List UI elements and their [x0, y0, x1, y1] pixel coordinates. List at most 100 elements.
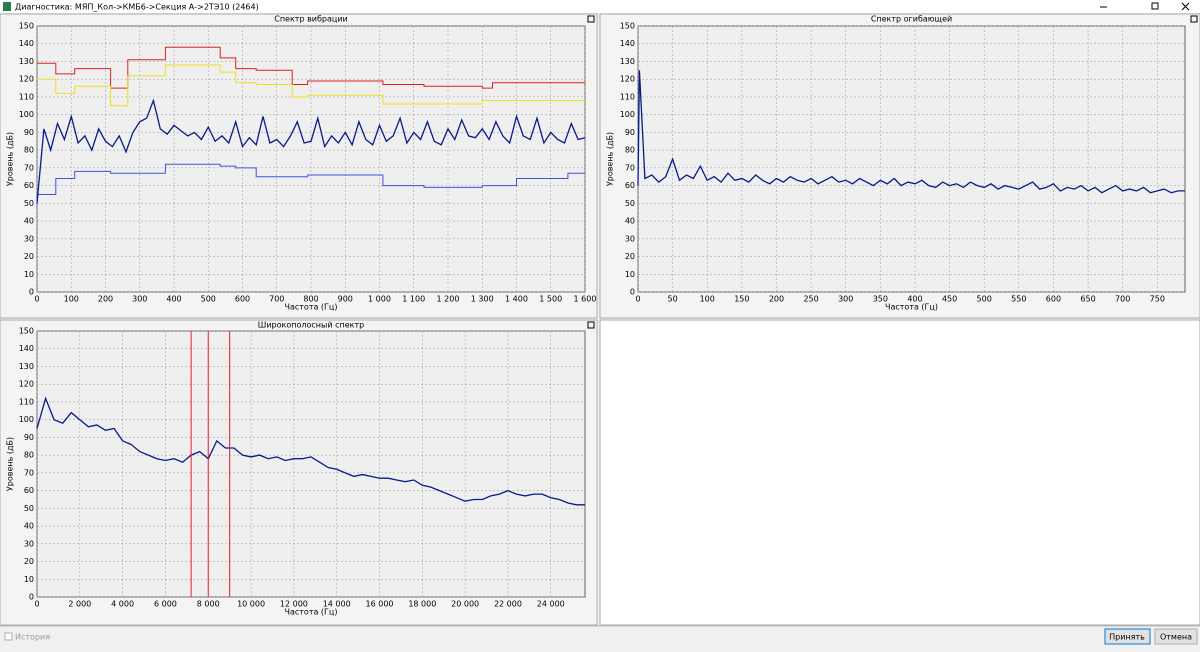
y-tick-label: 40	[24, 217, 34, 226]
y-tick-label: 30	[24, 234, 34, 243]
x-tick-label: 1 000	[368, 295, 391, 304]
x-tick-label: 700	[1115, 295, 1130, 304]
y-tick-label: 0	[29, 288, 34, 297]
x-tick-label: 600	[1046, 295, 1061, 304]
x-tick-label: 450	[942, 295, 957, 304]
x-tick-label: 12 000	[280, 600, 308, 609]
y-axis-label: Уровень (дБ)	[606, 132, 615, 186]
x-tick-label: 2 000	[68, 600, 91, 609]
y-tick-label: 100	[620, 110, 635, 119]
y-tick-label: 90	[24, 128, 34, 137]
x-tick-label: 14 000	[323, 600, 351, 609]
y-tick-label: 30	[625, 234, 635, 243]
x-tick-label: 10 000	[237, 600, 265, 609]
x-tick-label: 750	[1150, 295, 1165, 304]
ok-button[interactable]	[1104, 628, 1151, 645]
x-tick-label: 1 400	[505, 295, 528, 304]
y-tick-label: 70	[24, 468, 34, 477]
y-tick-label: 120	[620, 75, 635, 84]
history-label: История	[15, 633, 50, 642]
series-line	[37, 64, 585, 107]
plot-area	[36, 330, 586, 598]
y-tick-label: 110	[620, 92, 635, 101]
close[interactable]	[1181, 2, 1190, 11]
x-tick-label: 0	[34, 295, 39, 304]
x-tick-label: 400	[907, 295, 922, 304]
y-tick-label: 130	[620, 57, 635, 66]
y-tick-label: 80	[625, 146, 635, 155]
x-tick-label: 22 000	[494, 600, 522, 609]
x-tick-label: 6 000	[154, 600, 177, 609]
x-tick-label: 100	[700, 295, 715, 304]
maximize[interactable]	[1190, 15, 1198, 23]
y-tick-label: 10	[24, 270, 34, 279]
plot-area	[637, 25, 1186, 293]
x-tick-label: 1 200	[437, 295, 460, 304]
x-tick-label: 600	[235, 295, 250, 304]
x-tick-label: 550	[1011, 295, 1026, 304]
series-line	[36, 98, 586, 204]
y-tick-label: 150	[19, 22, 34, 31]
y-tick-label: 100	[19, 415, 34, 424]
maximize[interactable]	[587, 321, 595, 329]
y-tick-label: 90	[625, 128, 635, 137]
y-tick-label: 70	[625, 163, 635, 172]
empty-panel	[599, 319, 1200, 626]
title-bar	[0, 0, 1200, 13]
y-tick-label: 40	[625, 217, 635, 226]
x-tick-label: 8 000	[197, 600, 220, 609]
x-axis-label: Частота (Гц)	[284, 303, 337, 312]
series-line	[37, 46, 585, 89]
y-tick-label: 80	[24, 146, 34, 155]
x-tick-label: 4 000	[111, 600, 134, 609]
y-tick-label: 140	[620, 39, 635, 48]
chart-title: Широкополосный спектр	[258, 321, 364, 330]
x-axis-label: Частота (Гц)	[284, 608, 337, 617]
x-tick-label: 50	[668, 295, 678, 304]
x-tick-label: 150	[734, 295, 749, 304]
y-tick-label: 110	[19, 397, 34, 406]
series-line	[637, 70, 1185, 194]
series-line	[36, 396, 585, 506]
history-checkbox[interactable]	[4, 632, 13, 641]
y-tick-label: 140	[19, 344, 34, 353]
x-tick-label: 24 000	[537, 600, 565, 609]
restore[interactable]	[1151, 2, 1159, 10]
y-tick-label: 20	[625, 252, 635, 261]
y-tick-label: 120	[19, 380, 34, 389]
x-tick-label: 0	[635, 295, 640, 304]
y-tick-label: 0	[630, 288, 635, 297]
y-tick-label: 110	[19, 92, 34, 101]
x-tick-label: 20 000	[451, 600, 479, 609]
x-tick-label: 300	[132, 295, 147, 304]
cancel-button[interactable]	[1154, 628, 1198, 645]
x-tick-label: 650	[1080, 295, 1095, 304]
x-tick-label: 700	[269, 295, 284, 304]
y-tick-label: 140	[19, 39, 34, 48]
y-axis-label: Уровень (дБ)	[6, 437, 15, 491]
maximize[interactable]	[587, 15, 595, 23]
y-tick-label: 60	[625, 181, 635, 190]
chart-title: Спектр вибрации	[274, 15, 348, 24]
window-title: Диагностика: МЯП_Кол->КМБ6->Секция А->2Т…	[15, 3, 259, 12]
x-tick-label: 0	[34, 600, 39, 609]
y-tick-label: 50	[24, 199, 34, 208]
y-tick-label: 120	[19, 75, 34, 84]
y-tick-label: 60	[24, 486, 34, 495]
app-icon	[3, 2, 11, 11]
y-tick-label: 0	[29, 593, 34, 602]
x-tick-label: 200	[769, 295, 784, 304]
x-tick-label: 16 000	[366, 600, 394, 609]
x-tick-label: 1 100	[402, 295, 425, 304]
x-tick-label: 400	[166, 295, 181, 304]
x-tick-label: 1 600	[574, 295, 597, 304]
y-tick-label: 10	[625, 270, 635, 279]
y-tick-label: 10	[24, 575, 34, 584]
y-tick-label: 20	[24, 252, 34, 261]
y-tick-label: 50	[24, 504, 34, 513]
y-tick-label: 100	[19, 110, 34, 119]
y-tick-label: 150	[620, 22, 635, 31]
y-tick-label: 90	[24, 433, 34, 442]
y-tick-label: 80	[24, 451, 34, 460]
